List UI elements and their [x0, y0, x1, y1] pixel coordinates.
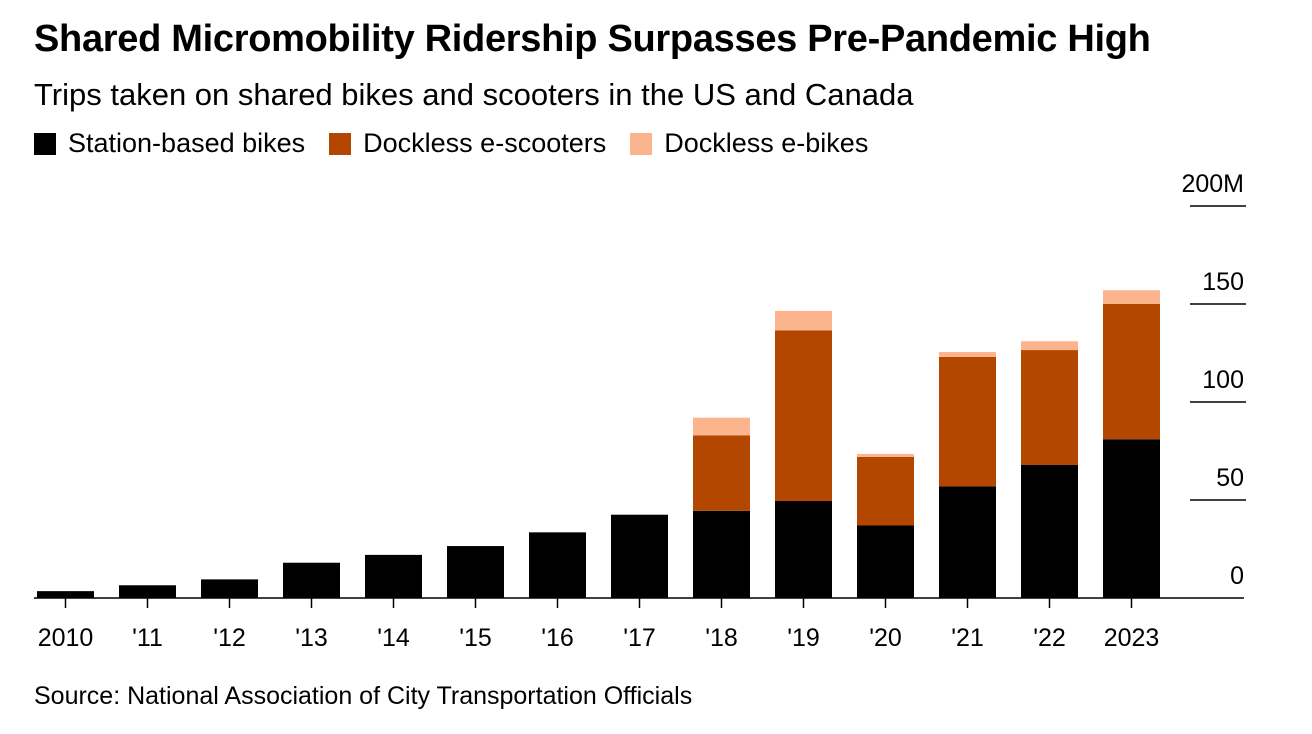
x-tick-label: 2010: [38, 624, 94, 652]
bar-station-based-bikes-3: [283, 562, 340, 598]
x-tick-label: '15: [459, 624, 492, 652]
x-tick-label: '17: [623, 624, 656, 652]
bar-dockless-e-scooters-9: [775, 330, 832, 501]
x-tick-label: '12: [213, 624, 246, 652]
legend-label-dockless-e-scooters: Dockless e-scooters: [363, 128, 607, 158]
legend-item-dockless-e-scooters: Dockless e-scooters: [329, 128, 606, 159]
x-tick-label: '16: [541, 624, 574, 652]
chart-subtitle: Trips taken on shared bikes and scooters…: [34, 77, 914, 112]
x-tick-label: 2023: [1104, 624, 1160, 652]
legend-item-station-based-bikes: Station-based bikes: [34, 128, 305, 159]
bar-station-based-bikes-4: [365, 554, 422, 598]
bar-station-based-bikes-7: [611, 514, 668, 598]
chart-title: Shared Micromobility Ridership Surpasses…: [34, 18, 1151, 60]
legend-swatch-dockless-e-bikes: [630, 132, 653, 155]
y-tick-label: 50: [1216, 464, 1244, 492]
bar-dockless-e-bikes-8: [693, 417, 750, 436]
x-tick-label: '22: [1033, 624, 1066, 652]
bar-dockless-e-bikes-12: [1021, 341, 1078, 351]
legend-item-dockless-e-bikes: Dockless e-bikes: [630, 128, 868, 159]
y-tick-label: 100: [1202, 366, 1244, 394]
bar-dockless-e-bikes-10: [857, 453, 914, 457]
x-tick-label: '14: [377, 624, 410, 652]
bar-station-based-bikes-11: [939, 486, 996, 598]
x-tick-label: '19: [787, 624, 820, 652]
bar-dockless-e-scooters-10: [857, 456, 914, 526]
bar-dockless-e-scooters-13: [1103, 304, 1160, 440]
bar-dockless-e-bikes-13: [1103, 290, 1160, 304]
bar-station-based-bikes-1: [119, 585, 176, 598]
y-tick-label: 200M: [1181, 170, 1244, 198]
bar-station-based-bikes-13: [1103, 439, 1160, 598]
y-tick-label: 0: [1230, 562, 1244, 590]
legend-swatch-dockless-e-scooters: [329, 132, 352, 155]
x-tick-label: '20: [869, 624, 902, 652]
bar-station-based-bikes-2: [201, 579, 258, 598]
chart-legend: Station-based bikes Dockless e-scooters …: [34, 128, 892, 159]
legend-label-station-based-bikes: Station-based bikes: [68, 128, 306, 158]
source-note: Source: National Association of City Tra…: [34, 682, 693, 710]
x-tick-label: '21: [951, 624, 984, 652]
legend-swatch-station-based-bikes: [34, 132, 56, 155]
bar-dockless-e-bikes-9: [775, 310, 832, 331]
bar-dockless-e-scooters-8: [693, 435, 750, 511]
bar-dockless-e-bikes-11: [939, 352, 996, 357]
bar-station-based-bikes-12: [1021, 464, 1078, 598]
x-tick-label: '18: [705, 624, 738, 652]
bar-dockless-e-scooters-12: [1021, 350, 1078, 465]
bar-station-based-bikes-10: [857, 525, 914, 598]
bar-station-based-bikes-6: [529, 532, 586, 598]
bar-dockless-e-scooters-11: [939, 356, 996, 487]
bar-station-based-bikes-5: [447, 546, 504, 598]
bar-station-based-bikes-9: [775, 500, 832, 598]
x-tick-label: '11: [132, 624, 163, 652]
bar-station-based-bikes-0: [37, 591, 94, 598]
bar-station-based-bikes-8: [693, 510, 750, 598]
x-tick-label: '13: [295, 624, 328, 652]
legend-label-dockless-e-bikes: Dockless e-bikes: [664, 128, 869, 158]
y-tick-label: 150: [1202, 268, 1244, 296]
